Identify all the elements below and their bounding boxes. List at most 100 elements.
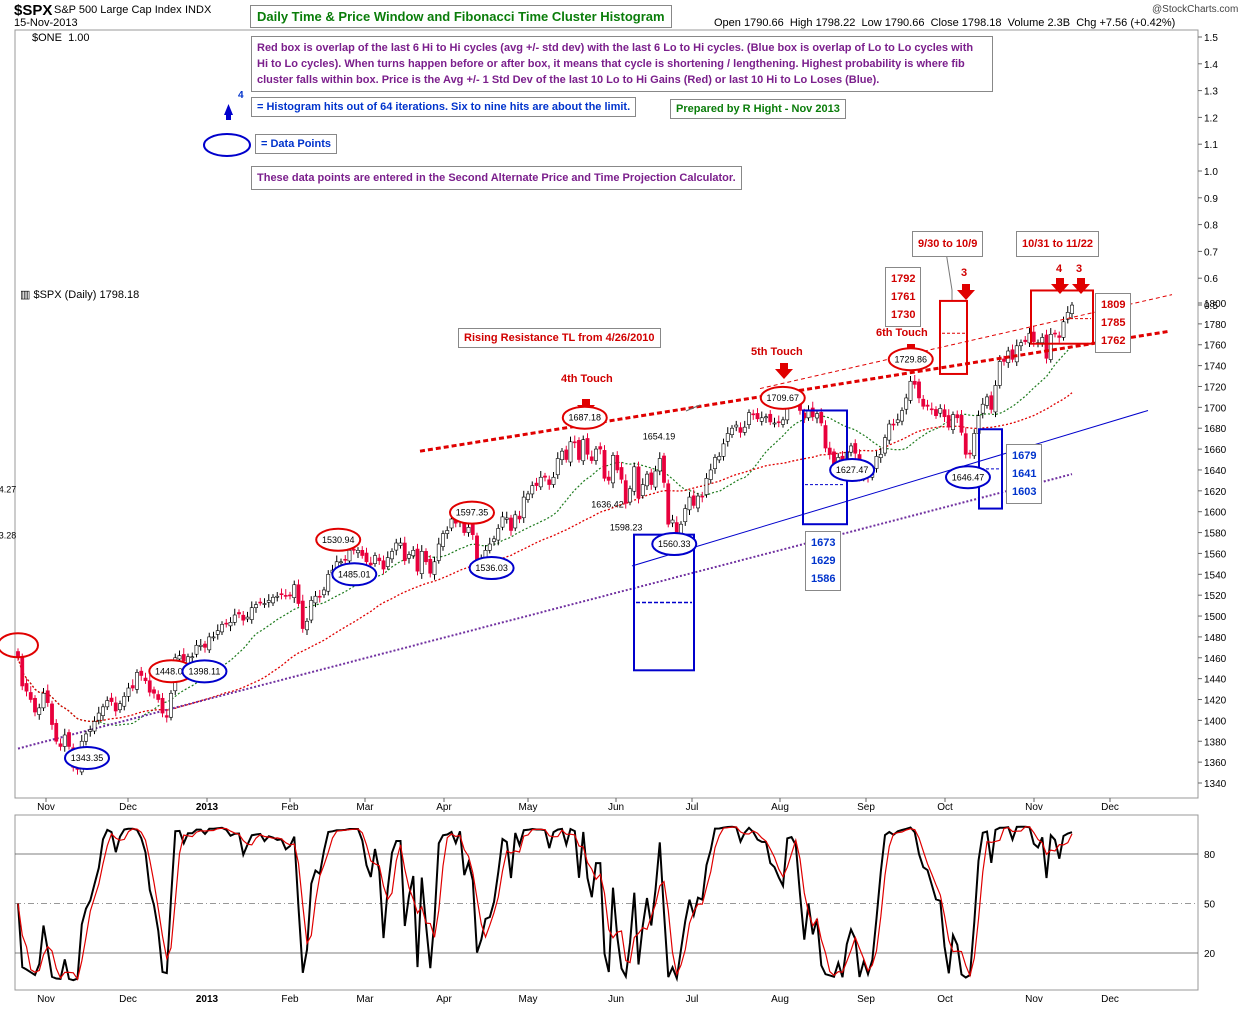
candle-body [772,422,777,425]
price-tick-label: 1380 [1204,737,1227,748]
candle-body [470,524,475,535]
candle-body [1010,349,1015,360]
candle-body [1048,334,1053,360]
red-box-note: Red box is overlap of the last 6 Hi to H… [251,36,993,92]
window-a-label: 9/30 to 10/9 [912,231,984,257]
ratio-tick-label: 0.8 [1204,221,1218,232]
one-symbol: $ONE [32,32,62,44]
stoch-d-line [17,826,1073,981]
candle-body [279,593,284,596]
candle-body [245,616,250,620]
candle-body [538,476,543,488]
candle-body [207,636,212,651]
pivot-low-label: 1636.42 [591,499,624,509]
ohlc-bar: Open 1790.66 High 1798.22 Low 1790.66 Cl… [714,17,1175,29]
stoch-month-label: Nov [1025,994,1043,1005]
price-tick-label: 1800 [1204,299,1227,310]
candle-body [385,557,390,567]
candle-body [152,689,156,694]
candle-body [921,398,926,407]
candle-body [343,558,348,561]
stack-oct-blue-3: 1603 [1012,486,1037,498]
candle-body [1044,334,1049,359]
stoch-month-label: Mar [356,994,374,1005]
month-label: Dec [119,802,137,813]
candle-body [917,381,921,399]
price-tick-label: 1640 [1204,466,1227,477]
stoch-month-label: Jun [608,994,624,1005]
candle-body [113,702,118,712]
candle-body [139,670,144,676]
stack-oct-red: 1792 1761 1730 [885,267,922,327]
hits-b2-arrow [1072,278,1090,294]
candle-body [313,595,318,604]
candle-body [241,614,246,621]
low-value: 1790.66 [884,17,925,29]
histogram-note: = Histogram hits out of 64 iterations. S… [251,97,637,117]
index-name: S&P 500 Large Cap Index [54,4,182,16]
candle-body [683,508,688,523]
stack-nov-red-2: 1785 [1101,317,1126,329]
stack-oct-red-1: 1792 [891,273,916,285]
candle-body [177,655,182,660]
data-points-note: = Data Points [255,134,337,154]
candle-body [436,543,441,561]
candle-body [989,395,994,410]
touch4-label: 4th Touch [561,373,613,385]
candle-body [611,455,615,484]
candle-body [645,473,649,487]
stack-oct-red-2: 1761 [891,291,916,303]
price-tick-label: 1400 [1204,716,1227,727]
candle-body [526,493,530,500]
candle-body [657,458,662,472]
stoch-month-label: Apr [436,994,452,1005]
candle-body [24,683,29,692]
candle-body [211,636,216,639]
month-label: Apr [436,802,452,813]
month-label: Feb [281,802,299,813]
candle-body [827,447,832,455]
price-tick-label: 1360 [1204,758,1227,769]
candle-body [356,550,360,554]
price-tick-label: 1720 [1204,382,1227,393]
candle-body [768,413,773,423]
candle-body [84,733,88,742]
candle-body [959,414,964,433]
candle-body [317,595,322,598]
pivot-low-ellipse [331,562,378,587]
ma-20-line [17,345,1073,726]
candle-body [1053,332,1057,335]
pivot-high-label: 1530.94 [322,535,355,545]
candle-body [577,440,581,460]
candle-body [755,413,760,420]
close-value: 1798.18 [961,17,1002,29]
candle-body [615,455,620,471]
pivot-low-label: 1485.01 [338,569,371,579]
candle-body [564,449,569,460]
candle-body [1023,339,1028,342]
candle-body [713,457,717,470]
candle-body [54,723,59,742]
volume-label: Volume [1007,17,1045,29]
candle-body [509,517,513,531]
candle-body [581,439,586,462]
ratio-tick-label: 1.2 [1204,113,1218,124]
candle-body [143,677,148,682]
candle-body [1061,321,1066,338]
stoch-month-label: Nov [37,994,55,1005]
pivot-high-ellipse [449,500,495,525]
candle-body [424,551,428,563]
candle-body [156,694,161,700]
hits-a-arrow [957,284,975,300]
candle-body [543,475,547,478]
stoch-month-label: Dec [119,994,137,1005]
candle-body [666,483,671,525]
candle-body [547,479,552,485]
candle-body [972,433,977,457]
price-tick-label: 1480 [1204,633,1227,644]
candle-body [662,455,666,483]
candle-body [496,528,501,541]
candle-body [1057,335,1062,338]
exchange: INDX [185,4,212,16]
candle-body [215,630,220,635]
